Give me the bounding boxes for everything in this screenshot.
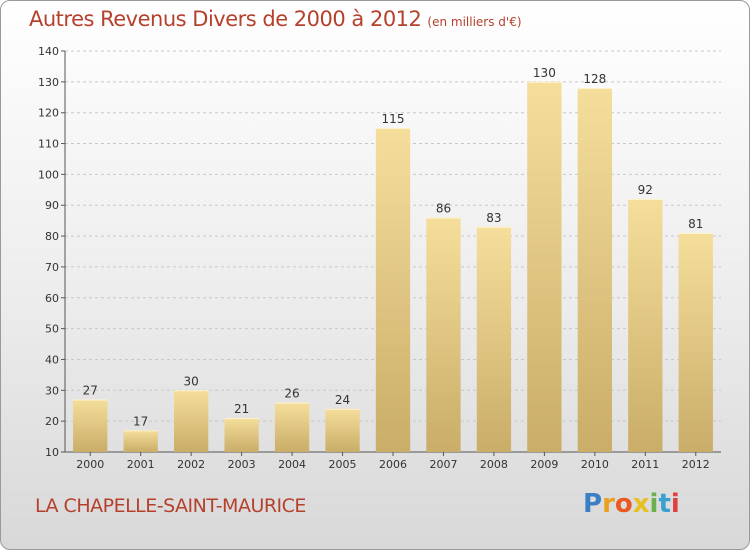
logo-letter: o xyxy=(614,489,633,519)
x-tick-label-2002: 2002 xyxy=(177,458,205,471)
x-tick-label-2008: 2008 xyxy=(480,458,508,471)
bar-2009 xyxy=(527,81,562,452)
y-tick-label: 100 xyxy=(38,168,59,181)
x-tick-label-2009: 2009 xyxy=(530,458,558,471)
y-tick-label: 90 xyxy=(45,199,59,212)
x-tick-label-2007: 2007 xyxy=(429,458,457,471)
logo-letter: i xyxy=(649,489,659,519)
logo-letter: r xyxy=(602,489,615,519)
y-tick-label: 70 xyxy=(45,261,59,274)
x-tick-label-2011: 2011 xyxy=(631,458,659,471)
data-label-2001: 17 xyxy=(133,414,148,428)
logo-letter: x xyxy=(632,489,650,519)
labels: 10 20 30 40 50 60 70 80 90 100 110 120 130 140 27 2000 1… xyxy=(38,45,710,471)
bar-2004 xyxy=(274,402,310,452)
y-tick-label: 20 xyxy=(45,415,59,428)
bar-2001 xyxy=(123,430,158,452)
bar-2003 xyxy=(224,418,259,452)
bar-2002 xyxy=(173,390,209,452)
y-tick-label: 140 xyxy=(38,45,59,58)
data-label-2000: 27 xyxy=(83,384,98,398)
bar-2010 xyxy=(577,88,613,452)
bar-2000 xyxy=(73,399,108,452)
y-tick-label: 110 xyxy=(38,138,59,151)
data-label-2012: 81 xyxy=(688,217,703,231)
proxiti-logo: Proxiti xyxy=(583,489,680,519)
data-label-2004: 26 xyxy=(284,387,299,401)
data-label-2010: 128 xyxy=(583,72,606,86)
data-label-2007: 86 xyxy=(436,202,451,216)
x-tick-label-2001: 2001 xyxy=(127,458,155,471)
bars xyxy=(73,81,713,452)
x-tick-label-2005: 2005 xyxy=(329,458,357,471)
logo-letter: P xyxy=(583,489,603,519)
y-tick-label: 120 xyxy=(38,107,59,120)
data-label-2002: 30 xyxy=(184,374,199,388)
x-tick-label-2000: 2000 xyxy=(76,458,104,471)
data-label-2008: 83 xyxy=(486,211,501,225)
data-label-2009: 130 xyxy=(533,66,556,80)
data-label-2006: 115 xyxy=(382,112,405,126)
bar-2006 xyxy=(375,128,411,452)
data-label-2011: 92 xyxy=(638,183,653,197)
bar-2005 xyxy=(325,408,360,452)
y-tick-label: 130 xyxy=(38,76,59,89)
y-tick-label: 40 xyxy=(45,353,59,366)
chart-title: Autres Revenus Divers de 2000 à 2012 (en … xyxy=(29,7,522,31)
y-tick-label: 80 xyxy=(45,230,59,243)
data-label-2005: 24 xyxy=(335,393,350,407)
bar-2007 xyxy=(426,217,461,452)
data-label-2003: 21 xyxy=(234,402,249,416)
logo-letter: i xyxy=(670,489,680,519)
y-tick-label: 30 xyxy=(45,384,59,397)
chart-subtitle: (en milliers d'€) xyxy=(427,15,522,29)
bar-2012 xyxy=(678,232,713,452)
logo-letter: t xyxy=(658,489,671,519)
x-tick-label-2010: 2010 xyxy=(581,458,609,471)
bar-2008 xyxy=(476,226,512,452)
x-tick-label-2006: 2006 xyxy=(379,458,407,471)
x-tick-label-2012: 2012 xyxy=(682,458,710,471)
y-tick-label: 10 xyxy=(45,446,59,459)
x-tick-label-2003: 2003 xyxy=(228,458,256,471)
commune-name: LA CHAPELLE-SAINT-MAURICE xyxy=(35,495,306,517)
y-tick-label: 50 xyxy=(45,323,59,336)
bar-2011 xyxy=(628,199,663,452)
y-tick-label: 60 xyxy=(45,292,59,305)
x-tick-label-2004: 2004 xyxy=(278,458,306,471)
